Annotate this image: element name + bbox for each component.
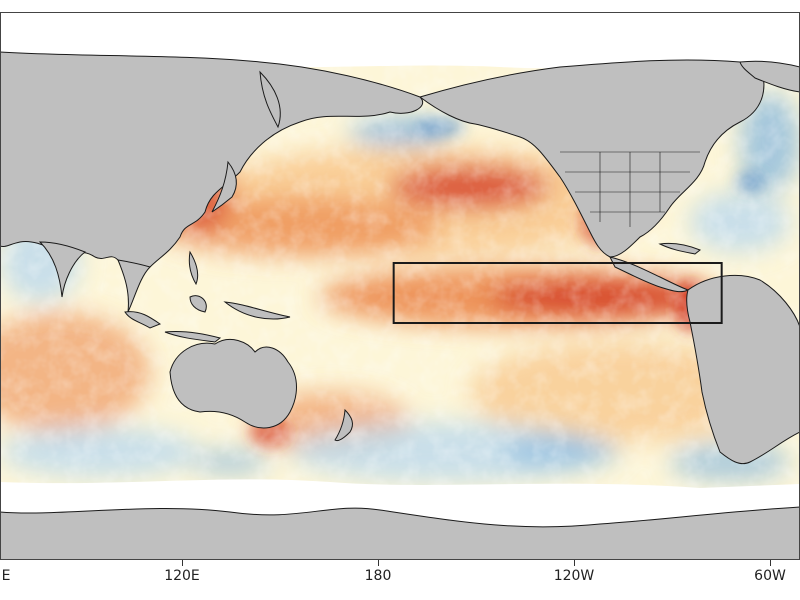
map-canvas: [0, 12, 800, 560]
us-state-borders: [560, 151, 700, 227]
indochina-land: [117, 259, 151, 313]
x-tick-label: E: [1, 568, 11, 584]
x-tick-mark: [378, 560, 379, 566]
x-tick-label: 120E: [164, 568, 200, 584]
x-tick-label: 120W: [553, 568, 595, 584]
nino-region-box: [392, 262, 723, 324]
greenland-land: [739, 60, 800, 93]
x-tick-mark: [182, 560, 183, 566]
australia-land: [169, 339, 297, 429]
india-land: [38, 241, 86, 298]
indonesia-islands: [124, 295, 291, 343]
x-tick-label: 180: [364, 568, 392, 584]
new-zealand-land: [334, 408, 353, 441]
x-tick-mark: [770, 560, 771, 566]
japan-land: [211, 160, 237, 213]
caribbean-islands: [658, 243, 701, 255]
philippines-land: [188, 250, 199, 286]
antarctica-land: [0, 506, 800, 560]
x-tick-label: 60W: [754, 568, 786, 584]
kamchatka-land: [259, 70, 281, 129]
north-america-land: [418, 59, 765, 258]
x-tick-mark: [574, 560, 575, 566]
arctic-ice: [0, 12, 800, 69]
